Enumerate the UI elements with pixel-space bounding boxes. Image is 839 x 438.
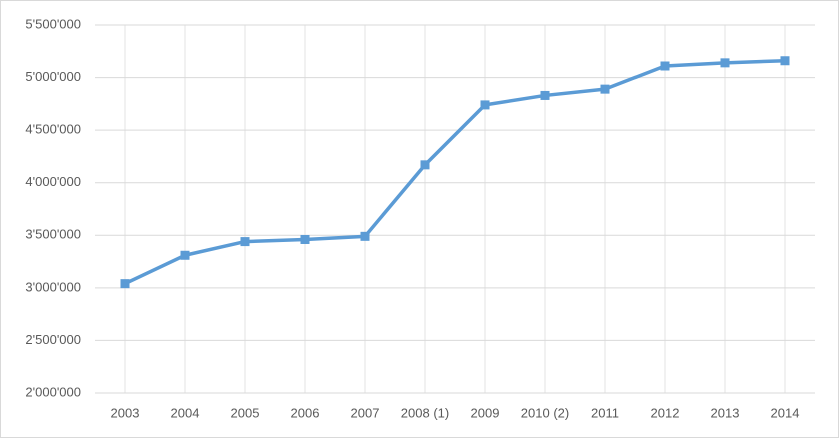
point-marker xyxy=(360,231,370,241)
y-tick-label: 4'000'000 xyxy=(25,174,81,189)
x-tick-label: 2007 xyxy=(351,405,380,420)
point-marker xyxy=(780,56,790,66)
point-marker xyxy=(120,279,130,289)
point-marker xyxy=(660,61,670,71)
point-marker xyxy=(300,234,310,244)
y-tick-label: 3'000'000 xyxy=(25,279,81,294)
x-tick-label: 2013 xyxy=(711,405,740,420)
x-tick-label: 2006 xyxy=(291,405,320,420)
point-marker xyxy=(480,100,490,110)
x-tick-label: 2014 xyxy=(771,405,800,420)
x-tick-label: 2012 xyxy=(651,405,680,420)
x-tick-label: 2011 xyxy=(591,405,619,420)
point-marker xyxy=(720,58,730,68)
x-tick-label: 2004 xyxy=(171,405,200,420)
point-marker xyxy=(180,250,190,260)
y-tick-label: 3'500'000 xyxy=(25,227,81,242)
y-tick-label: 2'000'000 xyxy=(25,384,81,399)
y-tick-label: 5'500'000 xyxy=(25,16,81,31)
y-tick-label: 2'500'000 xyxy=(25,332,81,347)
point-marker xyxy=(600,84,610,94)
x-tick-label: 2008 (1) xyxy=(401,405,449,420)
point-marker xyxy=(540,90,550,100)
x-tick-label: 2009 xyxy=(471,405,500,420)
point-marker xyxy=(240,237,250,247)
point-marker xyxy=(420,160,430,170)
x-tick-label: 2003 xyxy=(111,405,140,420)
x-tick-label: 2010 (2) xyxy=(521,405,569,420)
x-tick-label: 2005 xyxy=(231,405,260,420)
series-line xyxy=(124,58,786,286)
y-tick-label: 4'500'000 xyxy=(25,122,81,137)
y-tick-label: 5'000'000 xyxy=(25,69,81,84)
